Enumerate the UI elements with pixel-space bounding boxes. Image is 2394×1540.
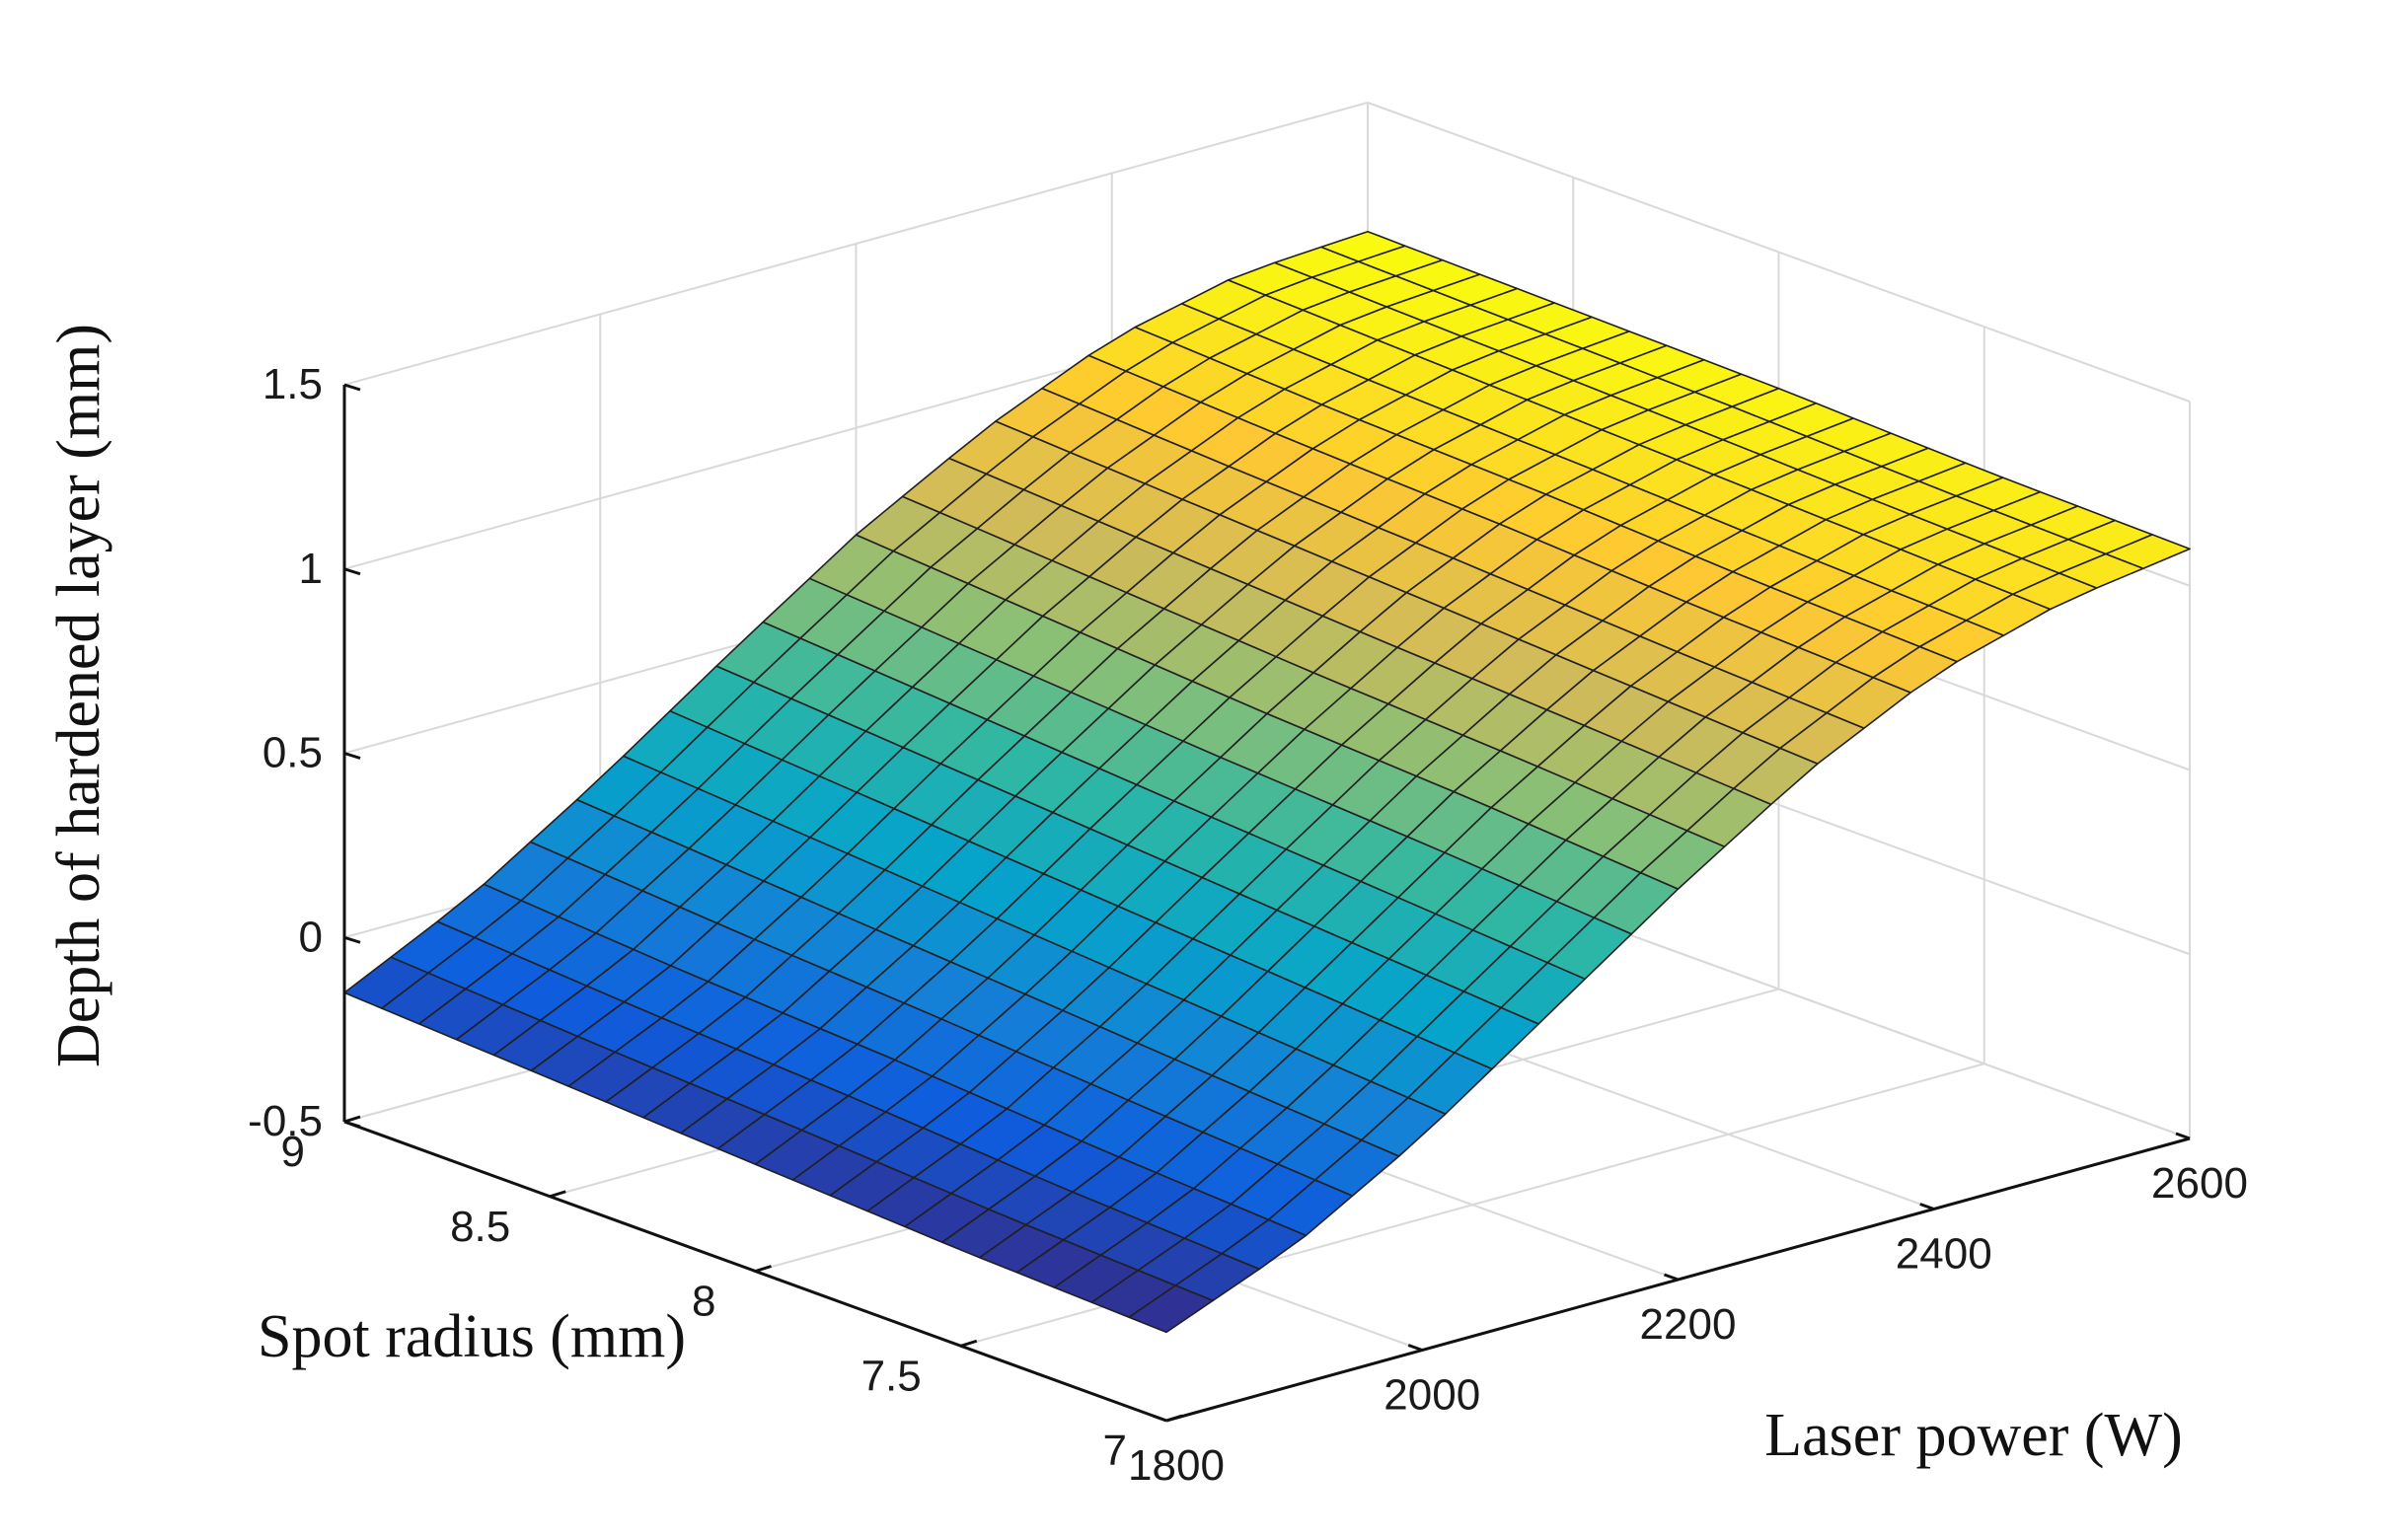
z-tick-mark xyxy=(343,1120,361,1129)
y-tick-mark xyxy=(1165,1414,1183,1423)
x-tick-mark xyxy=(1919,1203,1935,1210)
tick-labels: 1800 2000 2200 2400 2600 7 7.5 8 8.5 9-0.5 0 0.5 1 1.… xyxy=(248,360,2248,1490)
z-tick-mark xyxy=(343,752,361,760)
y-tick-label: 9 xyxy=(281,1128,305,1176)
y-axis-label: Spot radius (mm) xyxy=(258,1303,686,1370)
x-tick-mark xyxy=(1152,1414,1167,1423)
z-tick-label: 0 xyxy=(299,913,323,961)
side-wall-grid-line xyxy=(1367,102,2191,403)
z-tick-mark xyxy=(343,567,361,576)
x-tick-mark xyxy=(1663,1273,1680,1282)
z-tick-label: 1.5 xyxy=(262,360,323,408)
x-tick-label: 1800 xyxy=(1128,1441,1225,1490)
x-axis-label: Laser power (W) xyxy=(1764,1402,2182,1469)
y-tick-mark xyxy=(960,1339,978,1348)
y-tick-mark xyxy=(755,1265,772,1273)
y-tick-label: 7 xyxy=(1103,1427,1127,1475)
x-tick-label: 2400 xyxy=(1896,1230,1992,1279)
y-tick-label: 8 xyxy=(692,1278,715,1326)
x-tick-mark xyxy=(1407,1344,1423,1352)
x-tick-label: 2600 xyxy=(2151,1159,2248,1208)
z-tick-label: 0.5 xyxy=(262,729,323,777)
surface-patch xyxy=(2105,534,2191,570)
z-tick-label: -0.5 xyxy=(248,1097,323,1145)
z-tick-mark xyxy=(343,935,361,944)
surface-mesh xyxy=(343,230,2191,1334)
axes xyxy=(342,383,2191,1423)
y-tick-mark xyxy=(343,1115,361,1124)
y-tick-label: 7.5 xyxy=(861,1352,922,1400)
z-axis-label: Depth of hardened layer (mm) xyxy=(45,324,112,1067)
z-tick-mark xyxy=(343,383,361,392)
z-tick-label: 1 xyxy=(299,545,323,593)
x-tick-label: 2200 xyxy=(1640,1300,1737,1349)
x-tick-label: 2000 xyxy=(1384,1371,1480,1420)
back-wall-grid-line xyxy=(343,102,1369,386)
y-tick-mark xyxy=(549,1190,566,1199)
y-tick-label: 8.5 xyxy=(450,1203,510,1251)
x-tick-mark xyxy=(2175,1132,2191,1140)
